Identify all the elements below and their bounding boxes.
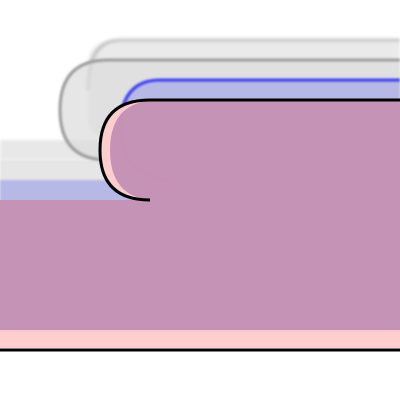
main-shape-outline bbox=[0, 98, 400, 352]
canvas bbox=[0, 38, 400, 352]
mauve-overlap bbox=[0, 100, 400, 330]
